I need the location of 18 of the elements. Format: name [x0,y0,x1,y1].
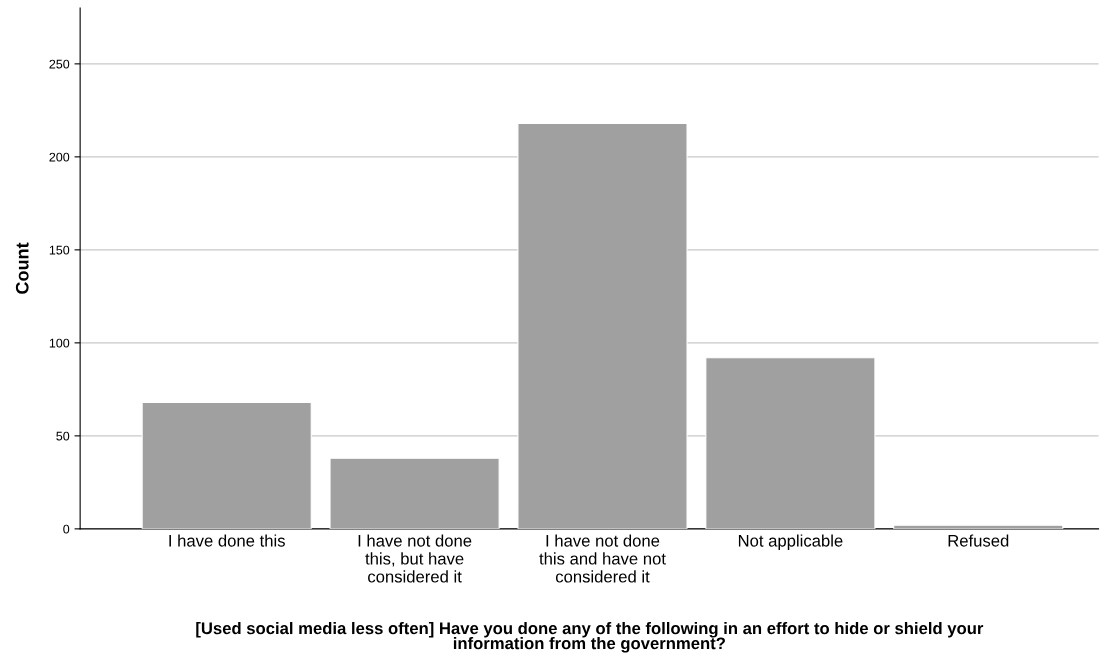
bar [893,524,1064,529]
y-tick-label: 150 [49,245,70,255]
y-tick-label: 200 [49,152,70,162]
bar [705,357,876,529]
y-tick-label: 50 [56,431,70,441]
x-tick-label: Not applicable [738,534,843,550]
y-axis-title: Count [15,242,29,294]
x-axis-title: [Used social media less often] Have you done any of the following in an effort to hide or shield your information from the government? [196,621,984,653]
bar [141,401,312,529]
y-tick-label: 250 [49,59,70,69]
bar [517,122,688,529]
x-tick-label: I have not done this, but have considered it [358,534,472,583]
y-tick-label: 0 [63,524,70,534]
y-tick-label: 100 [49,338,70,348]
bar [329,457,500,529]
x-tick-label: Refused [948,534,1009,547]
x-tick-label: I have not done this and have not considered it [539,534,666,583]
x-tick-label: I have done this [169,534,285,547]
